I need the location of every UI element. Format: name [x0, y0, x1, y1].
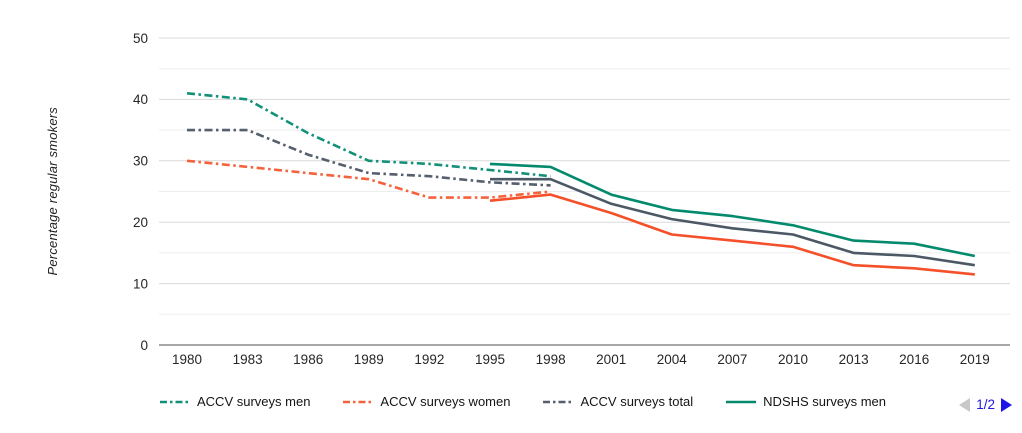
legend-item-label: ACCV surveys men — [197, 394, 311, 409]
x-tick-label: 1989 — [354, 352, 384, 367]
legend-item-accv-surveys-women[interactable]: ACCV surveys women — [343, 394, 510, 409]
legend-item-accv-surveys-men[interactable]: ACCV surveys men — [160, 394, 310, 409]
series-line-accv-surveys-women — [186, 159, 551, 199]
x-tick-label: 1992 — [414, 352, 444, 367]
series-line-ndshs-surveys-men — [489, 162, 976, 258]
y-tick-label: 40 — [133, 92, 148, 107]
y-tick-label: 20 — [133, 215, 148, 230]
x-tick-label: 1980 — [172, 352, 202, 367]
legend-dashed-line-icon — [543, 400, 574, 403]
x-tick-label: 2016 — [899, 352, 929, 367]
legend-next-page-icon[interactable] — [1001, 397, 1012, 412]
x-tick-label: 1998 — [536, 352, 566, 367]
legend-item-label: NDSHS surveys men — [763, 394, 886, 409]
y-tick-label: 50 — [133, 31, 148, 46]
x-tick-label: 2004 — [657, 352, 688, 367]
series-line-ndshs-surveys-women — [489, 193, 975, 276]
x-tick-label: 2007 — [717, 352, 747, 367]
series-line-ndshs-surveys-total — [490, 177, 975, 267]
y-tick-label: 30 — [133, 154, 148, 169]
x-tick-label: 1986 — [293, 352, 323, 367]
legend-item-accv-surveys-total[interactable]: ACCV surveys total — [543, 394, 693, 409]
legend-dashed-line-icon — [160, 400, 190, 403]
legend-page-indicator: 1/2 — [976, 397, 995, 412]
legend-prev-page-icon[interactable] — [959, 397, 971, 412]
legend-item-label: ACCV surveys women — [380, 394, 511, 409]
x-tick-label: 1995 — [475, 352, 505, 367]
x-tick-label: 2013 — [839, 352, 869, 367]
line-chart-canvas: 0 10 20 30 40 50 1980 1983 1986 1989 1992 1995 1998 2… — [133, 31, 1010, 367]
series-line-accv-surveys-total — [187, 128, 551, 187]
legend-pagination: 1/2 — [959, 397, 1012, 412]
y-tick-label: 10 — [133, 276, 148, 291]
chart-legend: ACCV surveys men ACCV surveys women ACCV s… — [160, 394, 886, 409]
x-tick-label: 2019 — [960, 352, 990, 367]
legend-item-ndshs-surveys-men[interactable]: NDSHS surveys men — [726, 394, 886, 409]
series-line-accv-surveys-men — [186, 92, 551, 178]
x-tick-label: 2001 — [596, 352, 626, 367]
x-tick-label: 2010 — [778, 352, 808, 367]
legend-dashed-line-icon — [343, 400, 374, 403]
legend-solid-line-icon — [726, 400, 757, 403]
y-tick-label: 0 — [140, 338, 148, 353]
legend-item-label: ACCV surveys total — [580, 394, 694, 409]
x-tick-label: 1983 — [233, 352, 263, 367]
